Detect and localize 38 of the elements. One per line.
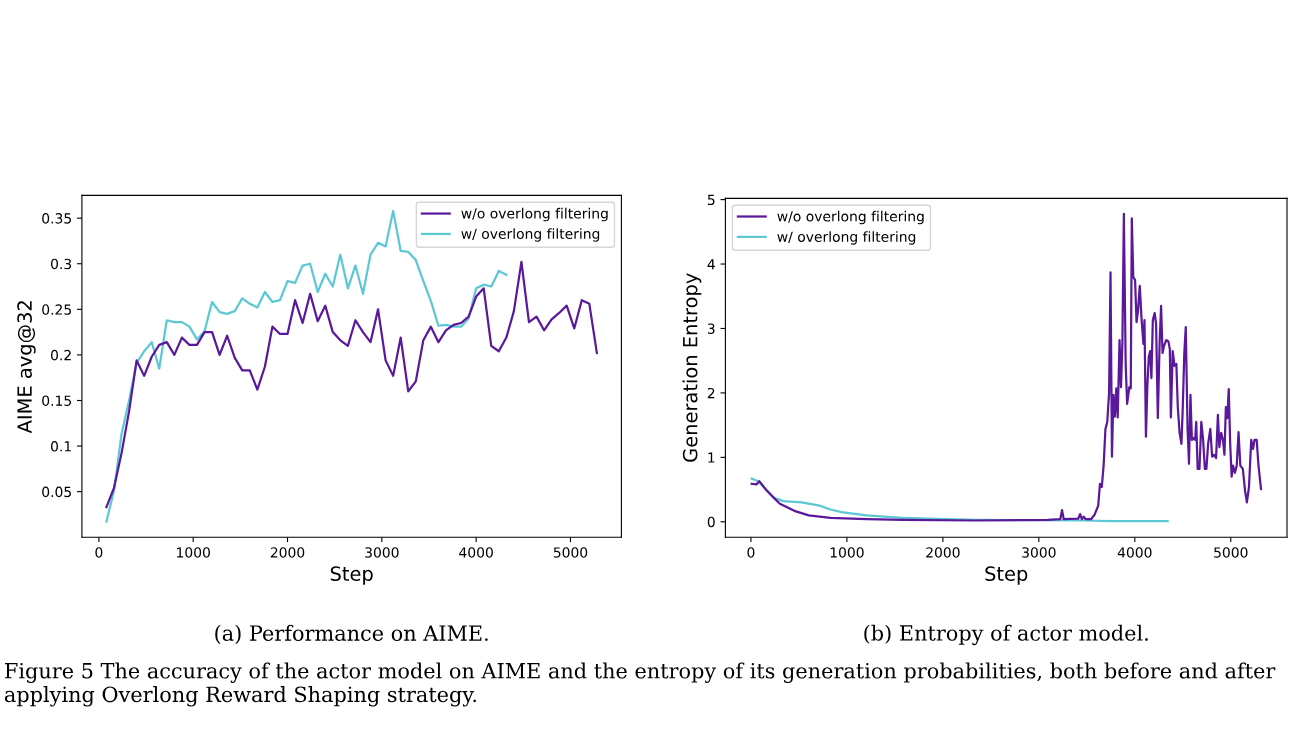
x-axis-title: Step [985, 566, 1028, 585]
y-tick-label: 0.35 [42, 213, 71, 224]
line-series [750, 212, 1263, 522]
y-tick-label: 0.2 [51, 349, 71, 361]
line-series [105, 260, 598, 509]
y-tick-label: 3 [707, 323, 715, 334]
x-tick-label: 2000 [926, 547, 960, 558]
y-axis-title: Generation Entropy [682, 273, 702, 462]
caption: Figure 5 The accuracy of the actor model on AIME and the entropy of its generation probabilities, both before and after applying Overlong Reward Shaping strategy. [4, 662, 1276, 707]
x-tick-label: 2000 [270, 547, 305, 558]
y-tick-label: 0.3 [51, 258, 72, 270]
x-tick-label: 0 [747, 547, 755, 558]
y-tick-label: 0.25 [42, 304, 71, 315]
x-tick-label: 3000 [365, 547, 399, 558]
legend-label: w/o overlong filtering [777, 210, 924, 225]
y-tick-label: 2 [707, 387, 715, 399]
legend-label: w/ overlong filtering [777, 231, 916, 245]
x-axis-title: Step [330, 566, 373, 585]
y-tick-label: 0.05 [42, 486, 71, 498]
x-tick-label: 1000 [177, 547, 210, 558]
y-tick-label: 0.15 [42, 395, 71, 406]
y-axis-title: AIME avg@32 [17, 301, 36, 434]
text: (a) Performance on AIME. [215, 624, 488, 644]
x-tick-label: 4000 [1117, 547, 1152, 558]
y-tick-label: 0.1 [51, 441, 71, 452]
y-tick-label: 1 [708, 452, 715, 463]
x-tick-label: 4000 [459, 547, 493, 558]
y-tick-label: 5 [707, 194, 715, 206]
x-tick-label: 0 [95, 547, 103, 558]
text: (b) Entropy of actor model. [864, 624, 1148, 646]
x-tick-label: 3000 [1022, 547, 1056, 558]
legend-label: w/o overlong filtering [461, 207, 608, 222]
x-tick-label: 5000 [1214, 547, 1248, 558]
y-tick-label: 4 [707, 259, 715, 270]
x-tick-label: 5000 [553, 547, 588, 558]
y-tick-label: 0 [707, 516, 715, 528]
legend-label: w/ overlong filtering [461, 228, 600, 242]
x-tick-label: 1000 [830, 547, 864, 558]
